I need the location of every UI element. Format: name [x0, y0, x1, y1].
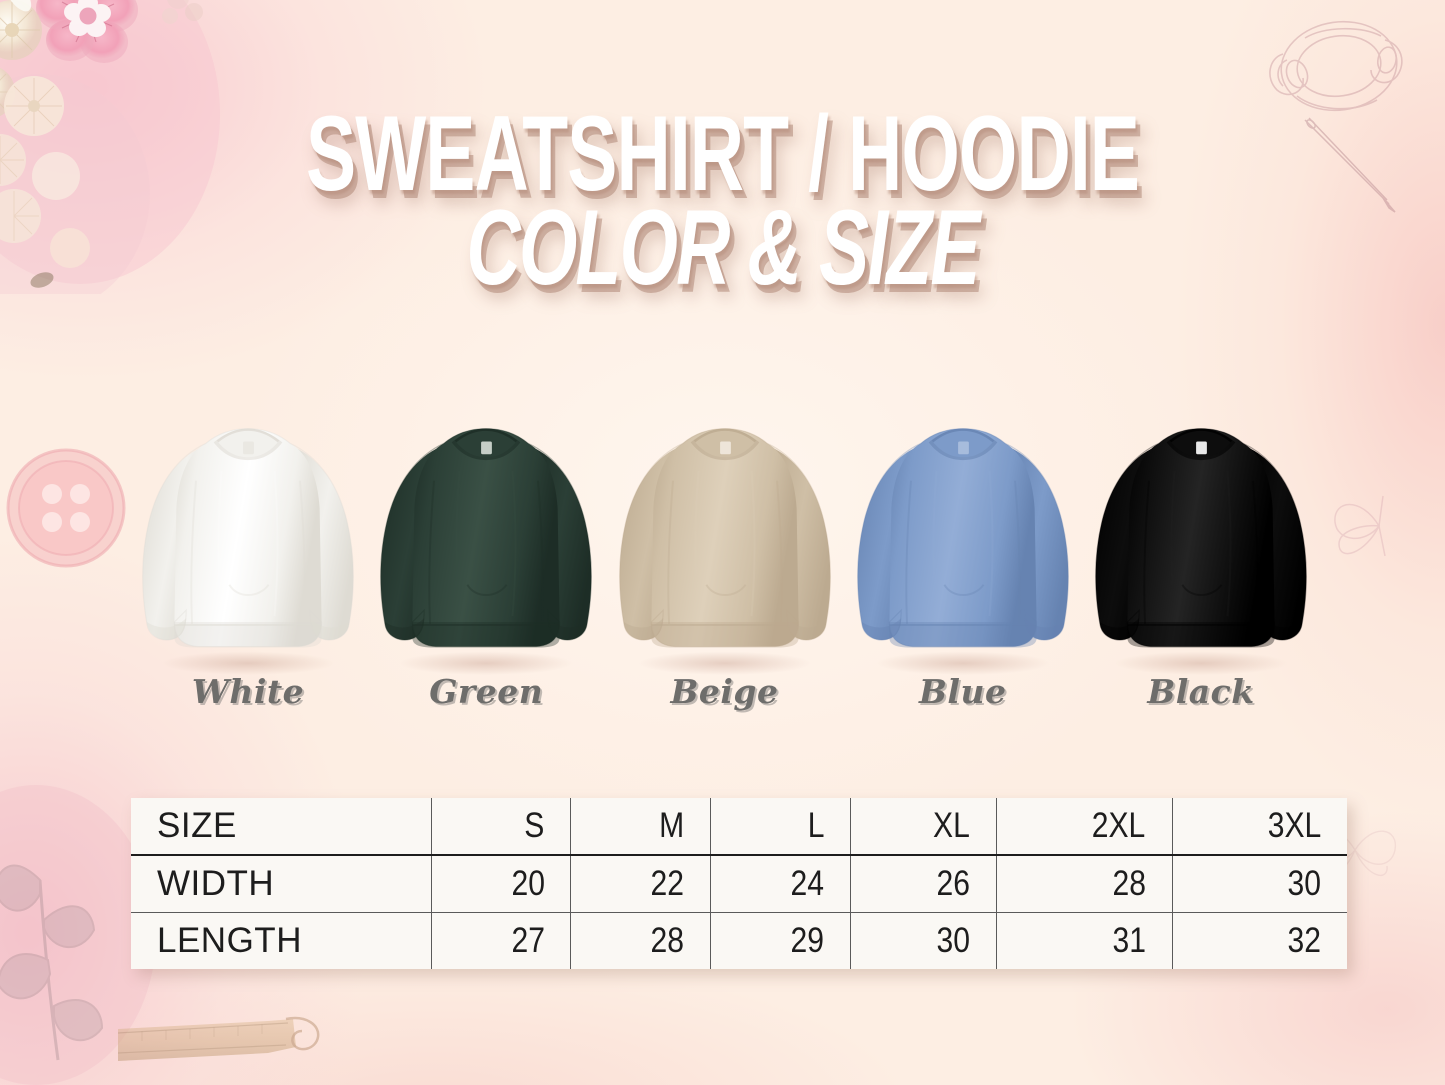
product-white[interactable]: White	[132, 408, 364, 711]
cell-size-s: S	[430, 798, 572, 856]
cell-size-l: L	[710, 798, 852, 856]
sweatshirt-image-blue	[847, 408, 1079, 678]
sweatshirt-image-black	[1085, 408, 1317, 678]
product-color-row: White	[132, 408, 1317, 738]
cell-size-m: M	[570, 798, 712, 856]
sweatshirt-image-green	[370, 408, 602, 678]
sweatshirt-illustration	[1095, 427, 1307, 675]
cell-size-xl: XL	[850, 798, 998, 856]
sweatshirt-illustration	[856, 427, 1069, 675]
table-row: WIDTH 20 22 24 26 28 30	[131, 854, 1347, 913]
cell-length-2xl: 31	[996, 911, 1173, 969]
cell-length-3xl: 32	[1171, 911, 1347, 969]
sweatshirt-image-beige	[609, 408, 841, 678]
cell-width-s: 20	[430, 854, 572, 913]
sweatshirt-illustration	[380, 427, 593, 675]
table-row: SIZE S M L XL 2XL 3XL	[131, 798, 1347, 856]
poster-title: SWEATSHIRT / HOODIE COLOR & SIZE	[0, 93, 1445, 300]
sweatshirt-image-white	[132, 408, 364, 678]
row-label-width: WIDTH	[131, 854, 432, 913]
cell-length-s: 27	[430, 911, 572, 969]
title-line-1: SWEATSHIRT / HOODIE	[305, 93, 1140, 213]
row-label-size: SIZE	[131, 798, 432, 856]
wooden-ruler-icon	[118, 1016, 320, 1061]
table-row: LENGTH 27 28 29 30 31 32	[131, 911, 1347, 969]
product-green[interactable]: Green	[370, 408, 602, 711]
cell-length-m: 28	[570, 911, 712, 969]
color-label-green: Green	[429, 672, 544, 711]
product-beige[interactable]: Beige	[609, 408, 841, 711]
cell-length-l: 29	[710, 911, 852, 969]
sweatshirt-illustration	[618, 427, 831, 675]
title-line-2: COLOR & SIZE	[466, 186, 980, 307]
color-label-blue: Blue	[919, 672, 1007, 711]
row-label-length: LENGTH	[131, 911, 432, 969]
cell-length-xl: 30	[850, 911, 998, 969]
sweatshirt-illustration	[142, 427, 354, 675]
cell-size-2xl: 2XL	[996, 798, 1173, 856]
size-chart-table: SIZE S M L XL 2XL 3XL WIDTH 20 22 24 26 28 30 LENGTH 27…	[131, 798, 1347, 969]
cell-width-xl: 26	[850, 854, 998, 913]
cell-width-m: 22	[570, 854, 712, 913]
cell-size-3xl: 3XL	[1171, 798, 1347, 856]
sewing-button-icon	[6, 448, 126, 568]
cell-width-l: 24	[710, 854, 852, 913]
color-label-white: White	[191, 672, 305, 711]
product-blue[interactable]: Blue	[847, 408, 1079, 711]
product-black[interactable]: Black	[1085, 408, 1317, 711]
butterfly-outline-icon	[1334, 495, 1386, 557]
cell-width-3xl: 30	[1171, 854, 1347, 913]
cell-width-2xl: 28	[996, 854, 1173, 913]
size-chart-body: SIZE S M L XL 2XL 3XL WIDTH 20 22 24 26 28 30 LENGTH 27…	[131, 798, 1347, 969]
color-label-black: Black	[1147, 672, 1255, 711]
color-label-beige: Beige	[670, 672, 779, 711]
